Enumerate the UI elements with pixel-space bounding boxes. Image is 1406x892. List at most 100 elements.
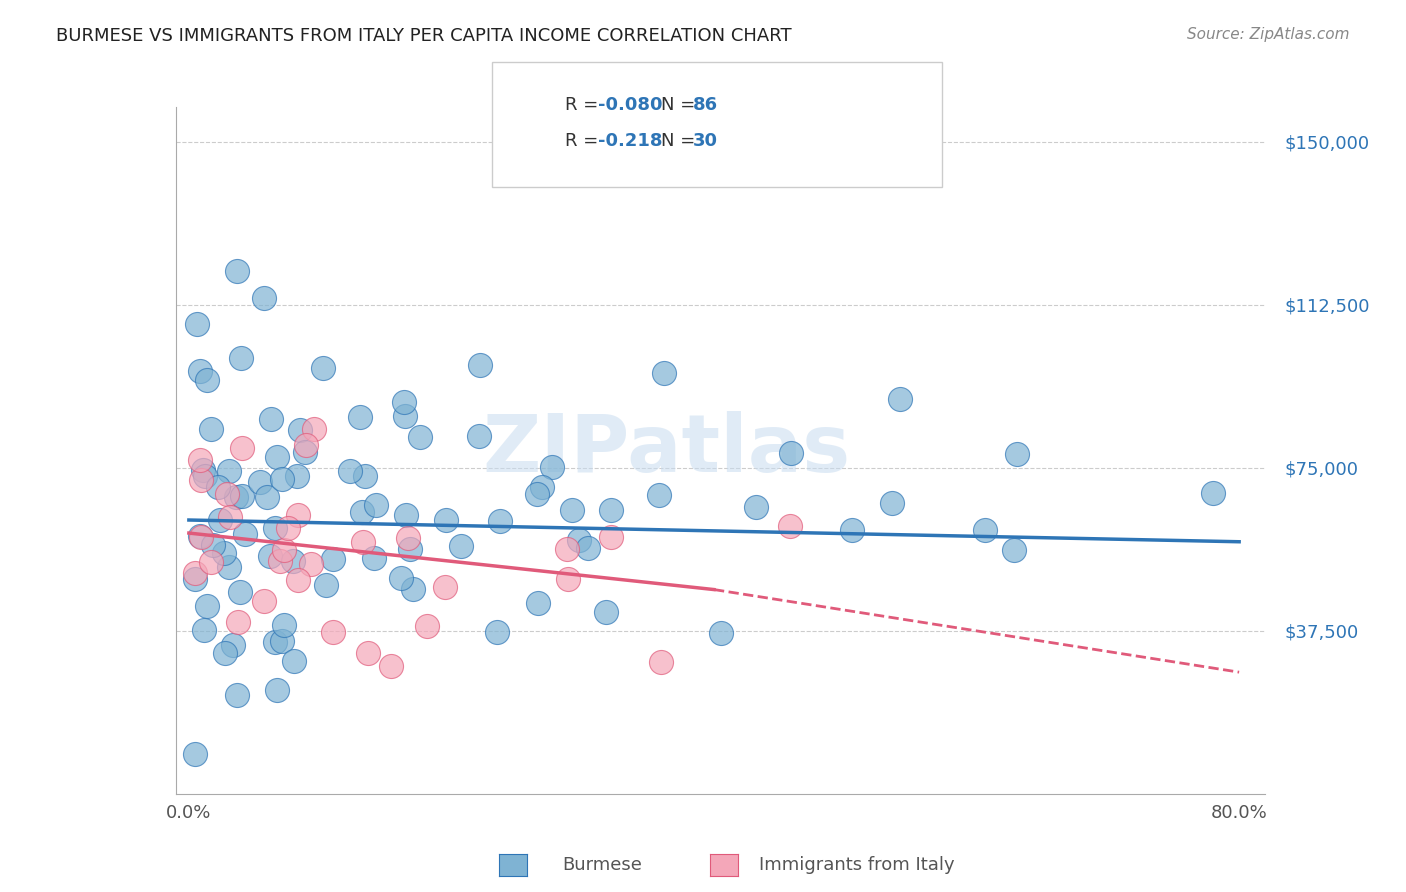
Point xyxy=(395,508,418,522)
Point xyxy=(249,475,271,489)
Point xyxy=(1202,486,1225,500)
Point xyxy=(392,395,415,409)
Point xyxy=(195,599,218,613)
Point xyxy=(253,291,276,305)
Point xyxy=(468,358,491,372)
Point xyxy=(214,546,236,560)
Point xyxy=(322,552,344,566)
Point xyxy=(270,633,292,648)
Point xyxy=(287,508,309,522)
Point xyxy=(269,554,291,568)
Point xyxy=(184,566,207,580)
Point xyxy=(363,551,385,566)
Text: -0.080: -0.080 xyxy=(598,96,662,114)
Point xyxy=(270,472,292,486)
Text: R =: R = xyxy=(565,96,605,114)
Point xyxy=(396,532,419,546)
Point xyxy=(190,473,212,487)
Text: BURMESE VS IMMIGRANTS FROM ITALY PER CAPITA INCOME CORRELATION CHART: BURMESE VS IMMIGRANTS FROM ITALY PER CAP… xyxy=(56,27,792,45)
Point xyxy=(541,460,564,475)
Point xyxy=(576,541,599,556)
Point xyxy=(557,573,579,587)
Point xyxy=(650,655,672,669)
Point xyxy=(353,468,375,483)
Point xyxy=(273,618,295,632)
Text: N =: N = xyxy=(661,96,700,114)
Point xyxy=(595,606,617,620)
Point xyxy=(283,654,305,668)
Point xyxy=(266,450,288,465)
Point xyxy=(226,264,249,278)
Point xyxy=(315,578,337,592)
Point xyxy=(193,624,215,638)
Text: Source: ZipAtlas.com: Source: ZipAtlas.com xyxy=(1187,27,1350,42)
Point xyxy=(349,410,371,425)
Point xyxy=(302,422,325,436)
Point xyxy=(745,500,768,514)
Point xyxy=(486,624,509,639)
Point xyxy=(1005,447,1028,461)
Point xyxy=(266,682,288,697)
Point xyxy=(263,521,285,535)
Point xyxy=(1002,543,1025,558)
Point xyxy=(889,392,911,406)
Point xyxy=(281,554,304,568)
Point xyxy=(416,619,439,633)
Point xyxy=(195,373,218,387)
Point xyxy=(408,430,430,444)
Point xyxy=(222,638,245,652)
Point xyxy=(399,541,422,556)
Point xyxy=(527,596,550,610)
Point xyxy=(779,519,801,533)
Point xyxy=(294,445,316,459)
Point xyxy=(299,558,322,572)
Text: 30: 30 xyxy=(693,132,718,150)
Point xyxy=(200,422,222,436)
Point xyxy=(468,429,491,443)
Point xyxy=(394,409,416,423)
Point xyxy=(215,487,238,501)
Point xyxy=(256,490,278,504)
Text: -0.218: -0.218 xyxy=(598,132,662,150)
Point xyxy=(231,441,253,455)
Point xyxy=(380,658,402,673)
Point xyxy=(561,503,583,517)
Point xyxy=(253,594,276,608)
Point xyxy=(450,539,472,553)
Point xyxy=(780,445,803,459)
Point xyxy=(389,571,412,585)
Point xyxy=(364,498,387,512)
Point xyxy=(710,626,733,640)
Point xyxy=(357,646,380,660)
Text: Burmese: Burmese xyxy=(562,856,643,874)
Point xyxy=(648,488,671,502)
Point xyxy=(226,615,249,629)
Point xyxy=(184,572,207,586)
Point xyxy=(184,747,207,761)
Point xyxy=(233,527,256,541)
Point xyxy=(225,688,247,702)
Point xyxy=(231,490,253,504)
Point xyxy=(214,646,236,660)
Point xyxy=(530,480,553,494)
Point xyxy=(489,514,512,528)
Point xyxy=(225,490,247,504)
Point xyxy=(231,351,253,365)
Text: ZIPatlas: ZIPatlas xyxy=(482,411,851,490)
Point xyxy=(259,549,281,563)
Point xyxy=(974,524,997,538)
Point xyxy=(526,487,548,501)
Point xyxy=(285,469,308,483)
Point xyxy=(202,538,225,552)
Point xyxy=(207,480,229,494)
Point xyxy=(568,533,591,547)
Point xyxy=(555,541,578,556)
Point xyxy=(401,582,423,596)
Point xyxy=(434,580,457,594)
Point xyxy=(288,423,311,437)
Point xyxy=(841,523,863,537)
Point xyxy=(294,438,316,452)
Point xyxy=(263,635,285,649)
Point xyxy=(434,513,457,527)
Text: Immigrants from Italy: Immigrants from Italy xyxy=(759,856,955,874)
